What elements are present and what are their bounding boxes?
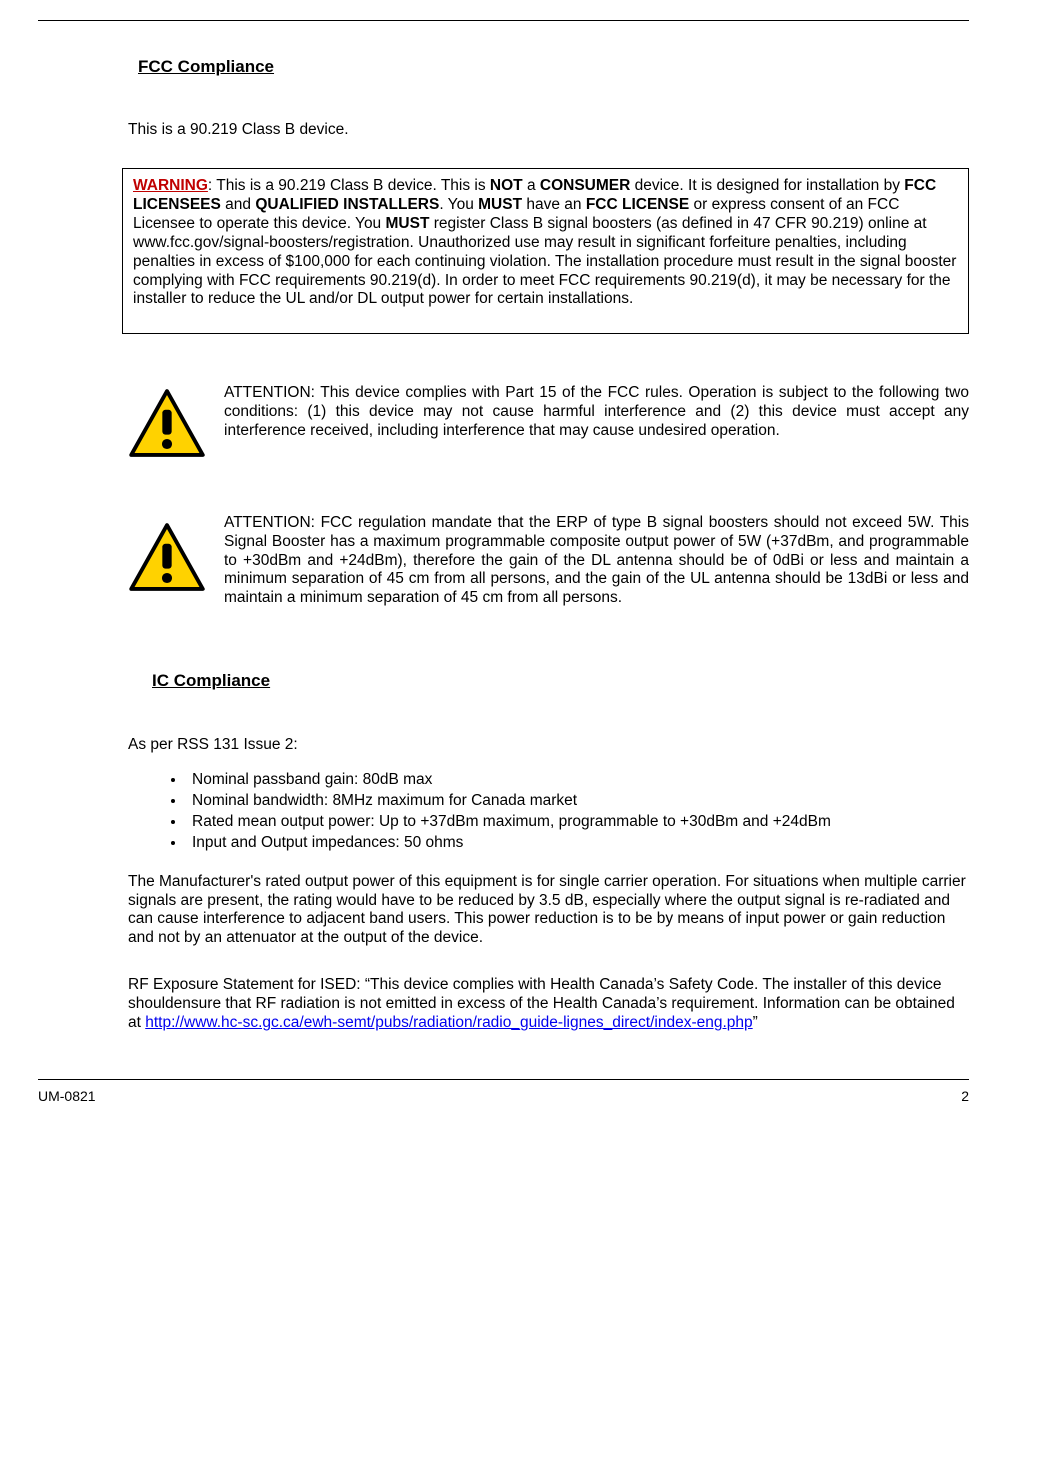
top-rule [38,20,969,21]
list-item: Rated mean output power: Up to +37dBm ma… [186,812,969,832]
warning-text-1c: device. It is designed for installation … [630,177,904,194]
attention-block-1: ATTENTION: This device complies with Par… [128,384,969,458]
warning-triangle-icon [128,522,206,592]
warning-bold-not: NOT [490,177,523,194]
health-canada-link[interactable]: http://www.hc-sc.gc.ca/ewh-semt/pubs/rad… [145,1014,752,1031]
list-item: Nominal bandwidth: 8MHz maximum for Cana… [186,791,969,811]
warning-text-1e: . You [439,196,478,213]
page-footer: UM-0821 2 [38,1079,969,1105]
warning-box: WARNING: This is a 90.219 Class B device… [122,168,969,334]
warning-bold-must2: MUST [386,215,430,232]
list-item: Nominal passband gain: 80dB max [186,770,969,790]
warning-text-1b: a [523,177,540,194]
warning-text-1a: : This is a 90.219 Class B device. This … [208,177,490,194]
heading-fcc-compliance: FCC Compliance [128,57,969,77]
list-item: Input and Output impedances: 50 ohms [186,833,969,853]
warning-triangle-icon [128,388,206,458]
ic-carrier-paragraph: The Manufacturer's rated output power of… [128,873,969,949]
page-content: FCC Compliance This is a 90.219 Class B … [38,57,969,1033]
ic-lead: As per RSS 131 Issue 2: [128,736,969,755]
warning-text-1d: and [221,196,255,213]
warning-bold-license: FCC LICENSE [586,196,689,213]
warning-text-1f: have an [522,196,586,213]
footer-doc-id: UM-0821 [38,1088,96,1105]
ic-rf-paragraph: RF Exposure Statement for ISED: “This de… [128,976,969,1033]
ic-spec-list: Nominal passband gain: 80dB max Nominal … [128,770,969,852]
warning-bold-must1: MUST [478,196,522,213]
warning-bold-installers: QUALIFIED INSTALLERS [255,196,439,213]
footer-page-number: 2 [961,1088,969,1105]
warning-bold-consumer: CONSUMER [540,177,630,194]
rf-text-b: ” [753,1014,758,1031]
attention-2-text: ATTENTION: FCC regulation mandate that t… [224,514,969,605]
warning-label: WARNING [133,177,208,194]
attention-1-text: ATTENTION: This device complies with Par… [224,384,969,438]
attention-block-2: ATTENTION: FCC regulation mandate that t… [128,514,969,607]
heading-ic-compliance: IC Compliance [128,671,969,691]
intro-paragraph: This is a 90.219 Class B device. [128,121,969,140]
